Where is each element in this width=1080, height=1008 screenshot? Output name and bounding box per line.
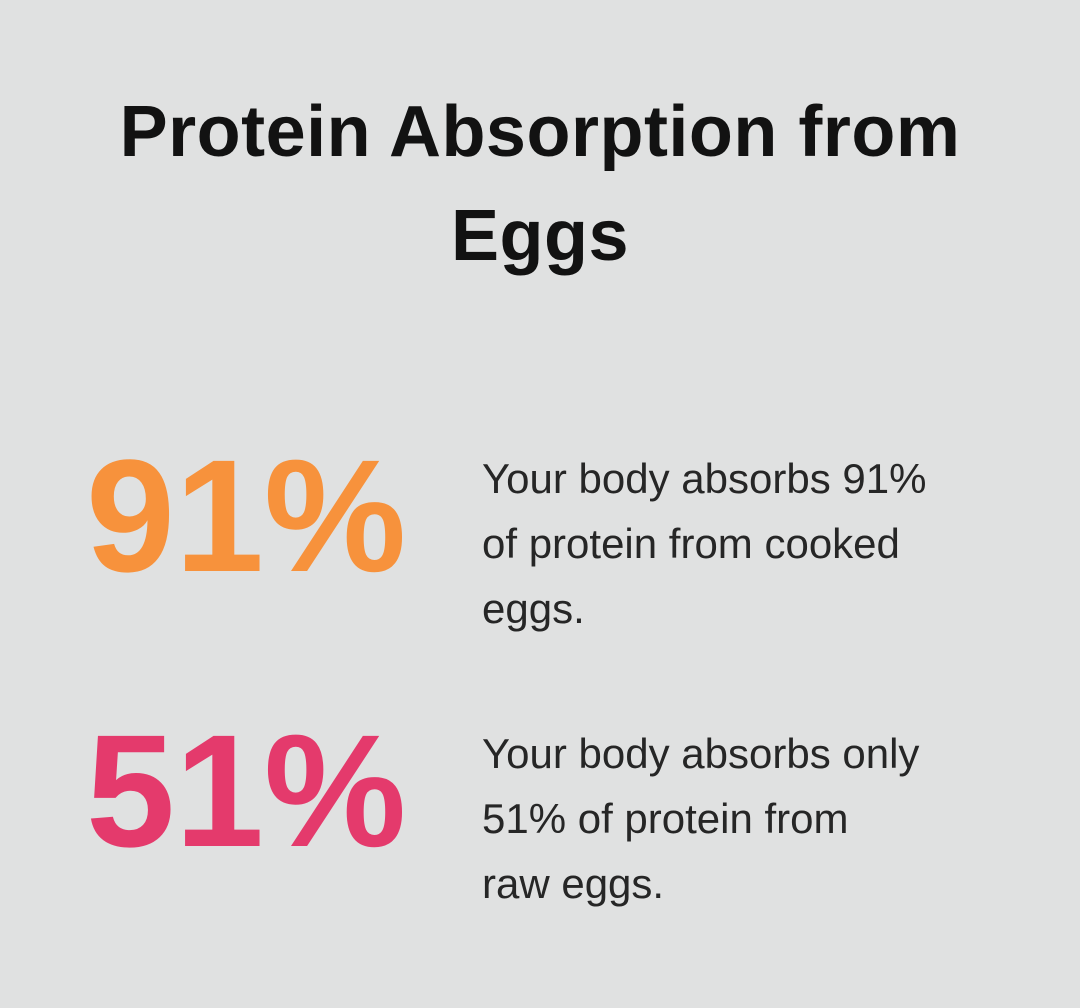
- stat-value-91-percent: 91%: [86, 426, 407, 605]
- infographic-background: { "page": { "background_color": "#e0e1e1…: [0, 80, 1080, 1008]
- stat-value-51-percent: 51%: [86, 701, 407, 880]
- stat-row-raw-eggs: 51% Your body absorbs only 51% of protei…: [0, 711, 1080, 916]
- stat-description-raw-eggs: Your body absorbs only 51% of protein fr…: [482, 730, 920, 907]
- page-title: Protein Absorption from Eggs: [119, 92, 961, 276]
- stat-description-cooked-eggs: Your body absorbs 91% of protein from co…: [482, 455, 927, 632]
- stat-row-cooked-eggs: 91% Your body absorbs 91% of protein fro…: [0, 436, 1080, 641]
